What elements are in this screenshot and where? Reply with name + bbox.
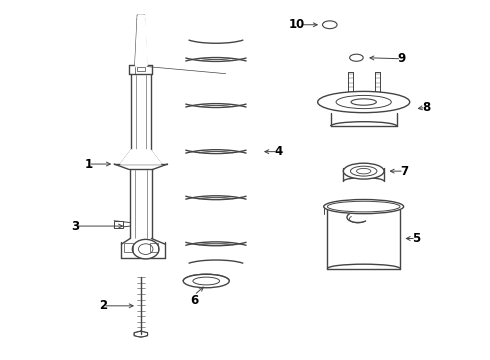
Ellipse shape <box>350 166 377 176</box>
Bar <box>137 67 145 71</box>
Polygon shape <box>121 150 161 164</box>
Ellipse shape <box>132 239 159 259</box>
Ellipse shape <box>324 199 404 214</box>
Text: 9: 9 <box>397 52 406 65</box>
Bar <box>149 243 158 252</box>
Text: 4: 4 <box>274 145 282 158</box>
Bar <box>114 221 123 228</box>
Ellipse shape <box>183 274 229 288</box>
Ellipse shape <box>336 95 392 109</box>
Text: 7: 7 <box>400 165 408 177</box>
Bar <box>124 243 133 252</box>
Text: 2: 2 <box>99 299 107 312</box>
Ellipse shape <box>322 21 337 29</box>
Text: 5: 5 <box>412 232 420 245</box>
Text: 1: 1 <box>84 158 93 171</box>
Text: 3: 3 <box>71 220 79 233</box>
Text: 8: 8 <box>422 101 430 114</box>
Ellipse shape <box>193 277 220 285</box>
Ellipse shape <box>138 244 153 255</box>
Text: 10: 10 <box>288 18 305 31</box>
Ellipse shape <box>350 54 363 61</box>
Ellipse shape <box>327 201 400 212</box>
Ellipse shape <box>318 91 410 113</box>
Text: 6: 6 <box>190 294 198 307</box>
Ellipse shape <box>343 163 384 179</box>
Ellipse shape <box>357 168 371 174</box>
Ellipse shape <box>351 99 376 105</box>
